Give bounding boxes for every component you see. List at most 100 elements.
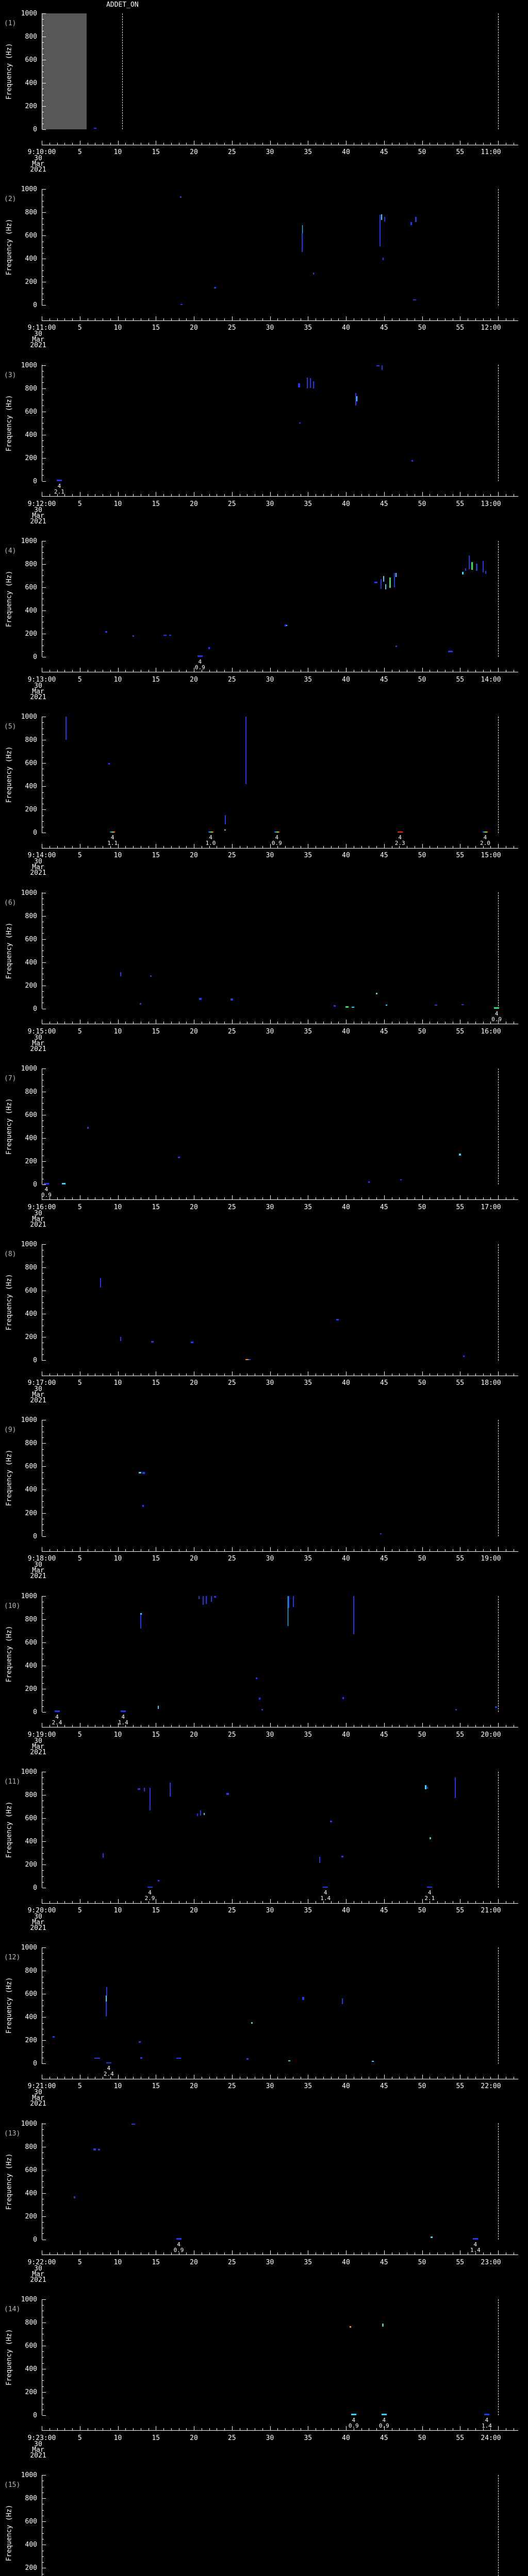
- event-marker-value: 0.9: [348, 2422, 359, 2429]
- x-axis-tick: [118, 492, 119, 497]
- x-tick-label: 25: [227, 1731, 236, 1739]
- y-axis-tick: [42, 968, 44, 969]
- x-axis-tick: [224, 2252, 225, 2255]
- y-axis-tick: [42, 394, 44, 395]
- x-axis-date-line: Mar: [32, 1215, 44, 1223]
- detection-mark: [65, 717, 67, 740]
- x-tick-label: 20: [190, 852, 198, 860]
- x-tick-label: 15: [152, 1907, 160, 1914]
- x-axis-date-line: 30: [34, 155, 42, 162]
- y-axis-tick: [42, 2052, 44, 2053]
- event-marker-dash: [323, 1886, 328, 1888]
- x-axis-date-line: Mar: [32, 1919, 44, 1926]
- y-tick-label: 600: [25, 583, 37, 591]
- x-axis-tick: [163, 670, 164, 672]
- spectrogram-panel: Frequency (Hz) (3) 0 200 400 600 800 1000 9:12:0…: [0, 352, 528, 528]
- x-tick-label: 50: [418, 2434, 426, 2442]
- x-end-time-label: 11:00: [481, 148, 501, 156]
- x-axis-tick: [72, 2428, 73, 2431]
- detection-mark: [482, 561, 484, 573]
- x-axis-date-line: 30: [34, 330, 42, 338]
- x-axis-tick: [323, 845, 324, 848]
- detection-mark: [206, 1596, 207, 1604]
- x-axis-tick: [490, 318, 491, 320]
- x-axis-tick: [331, 1373, 332, 1376]
- x-axis-tick: [186, 1022, 187, 1024]
- x-axis-tick: [277, 318, 278, 320]
- detection-mark: [342, 1697, 344, 1699]
- x-start-time-label: 9:10:00: [27, 148, 56, 156]
- x-tick-label: 35: [304, 148, 312, 156]
- y-axis-tick: [42, 365, 46, 366]
- y-axis-tick: [42, 1524, 44, 1526]
- detection-mark: [395, 573, 397, 578]
- detection-mark: [461, 1004, 464, 1006]
- x-tick-label: 25: [227, 2434, 236, 2442]
- detection-mark: [400, 1179, 402, 1181]
- x-tick-label: 5: [77, 1907, 82, 1914]
- y-axis-tick: [42, 1256, 44, 1257]
- x-tick-label: 25: [227, 1555, 236, 1563]
- x-axis-tick: [133, 1549, 134, 1551]
- x-axis-date-line: 30: [34, 682, 42, 690]
- y-axis-tick: [42, 2475, 46, 2476]
- detection-mark: [163, 634, 167, 636]
- panel-number-label: (14): [4, 2305, 21, 2313]
- x-axis-tick: [186, 2252, 187, 2255]
- x-axis-tick: [148, 1901, 149, 1903]
- x-tick-label: 5: [77, 1731, 82, 1739]
- detection-mark: [94, 2057, 101, 2059]
- x-axis-tick: [331, 1549, 332, 1551]
- x-tick-label: 10: [113, 2082, 122, 2091]
- detection-mark: [465, 568, 466, 571]
- event-marker-dash: [147, 1886, 153, 1888]
- detection-mark: [137, 1788, 140, 1790]
- x-tick-label: 50: [418, 1027, 426, 1036]
- x-tick-label: 5: [77, 1555, 82, 1563]
- x-axis-tick: [72, 1901, 73, 1903]
- x-tick-label: 5: [77, 2434, 82, 2442]
- y-axis-tick: [42, 2357, 44, 2358]
- detection-mark: [120, 1337, 121, 1341]
- x-tick-label: 30: [266, 2258, 274, 2266]
- event-marker-dash: [494, 1007, 500, 1009]
- y-axis-tick: [42, 1530, 44, 1531]
- x-axis-tick: [444, 2076, 446, 2079]
- x-axis-tick: [399, 1901, 400, 1903]
- x-axis-tick: [384, 2074, 385, 2079]
- x-axis-tick: [224, 1901, 225, 1903]
- x-axis-tick: [270, 1371, 271, 1376]
- x-tick-label: 40: [342, 1203, 350, 1211]
- x-axis-tick: [338, 2428, 339, 2431]
- x-axis-tick: [331, 1022, 332, 1024]
- detection-mark: [336, 1318, 339, 1321]
- x-axis-tick: [247, 2428, 248, 2431]
- x-tick-label: 30: [266, 1731, 274, 1739]
- spectrogram-panel: Frequency (Hz) (4) 0 200 400 600 800 1000 9:13:0…: [0, 528, 528, 703]
- x-axis-tick: [163, 318, 164, 320]
- detection-mark: [93, 127, 96, 129]
- y-tick-label: 400: [25, 783, 37, 791]
- detection-mark: [382, 365, 383, 370]
- x-axis-date-line: Mar: [32, 863, 44, 872]
- detection-mark: [301, 233, 303, 252]
- x-axis-tick: [285, 142, 286, 145]
- event-marker-value: 1.0: [205, 840, 216, 847]
- x-axis-tick: [57, 1549, 58, 1551]
- x-axis-tick: [171, 1373, 172, 1376]
- panel-number-label: (8): [4, 1250, 16, 1259]
- x-tick-label: 40: [342, 324, 350, 332]
- detection-mark: [245, 717, 246, 784]
- x-axis-tick: [338, 845, 339, 848]
- x-axis-tick: [376, 142, 377, 145]
- x-tick-label: 30: [266, 148, 274, 156]
- x-axis-tick: [163, 1197, 164, 1200]
- x-axis-tick: [247, 1022, 248, 1024]
- x-axis-tick: [163, 1022, 164, 1024]
- x-axis-tick: [171, 142, 172, 145]
- y-tick-label: 600: [25, 408, 37, 416]
- right-edge-dashed-line: [498, 1771, 499, 1888]
- x-tick-label: 25: [227, 2258, 236, 2266]
- x-axis-tick: [57, 845, 58, 848]
- detection-mark: [158, 1706, 159, 1709]
